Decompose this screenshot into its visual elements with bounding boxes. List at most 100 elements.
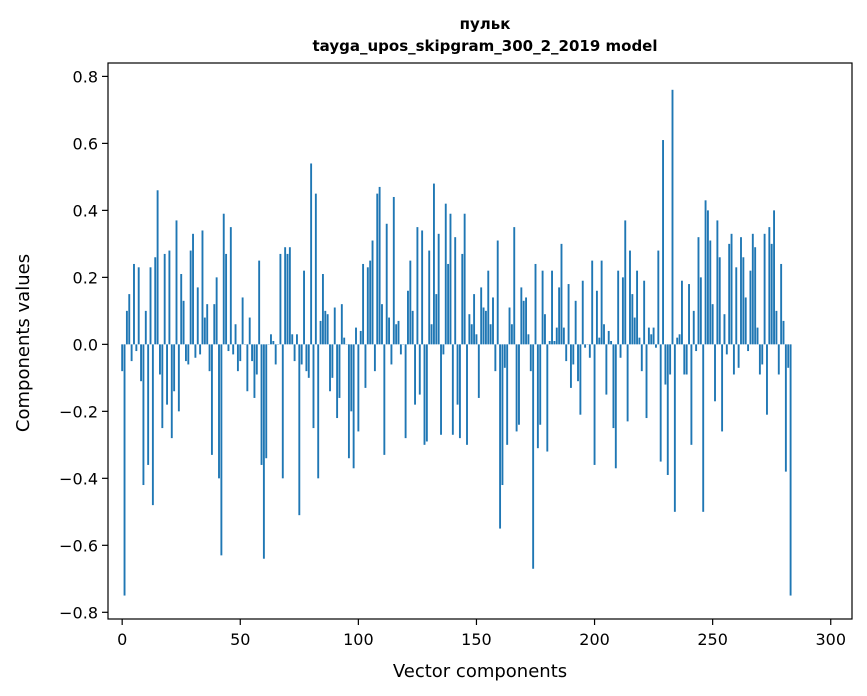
bar <box>373 344 376 372</box>
bar <box>435 294 438 345</box>
bar <box>492 297 494 345</box>
bar <box>782 320 785 345</box>
bar <box>437 233 440 345</box>
bar <box>192 233 194 345</box>
bar <box>645 344 648 419</box>
bar <box>414 344 416 405</box>
bar <box>756 327 759 345</box>
bar <box>324 310 327 345</box>
bar <box>163 253 166 345</box>
bar <box>692 310 695 345</box>
bar <box>470 324 473 345</box>
bar <box>468 314 471 345</box>
bar <box>449 213 452 345</box>
x-axis-label: Vector components <box>393 661 567 682</box>
bar <box>475 334 478 345</box>
bar <box>168 250 171 345</box>
bar <box>640 344 643 372</box>
bar <box>185 344 187 362</box>
bar <box>725 344 728 355</box>
bar <box>203 317 206 345</box>
bar <box>626 344 629 422</box>
bar <box>766 344 768 415</box>
bar <box>591 260 594 345</box>
bar <box>777 344 780 375</box>
bar <box>425 344 428 442</box>
bar <box>364 344 367 388</box>
bar <box>196 287 199 345</box>
bar <box>262 344 265 559</box>
bar <box>340 304 343 345</box>
bar <box>697 237 700 345</box>
bar <box>629 250 631 345</box>
bar <box>647 327 650 345</box>
bar <box>371 240 374 345</box>
bar <box>357 344 360 432</box>
bar <box>518 344 520 425</box>
bar <box>274 344 277 365</box>
bar <box>444 203 447 345</box>
bar <box>638 337 641 345</box>
bar <box>296 334 298 345</box>
bar <box>355 327 357 345</box>
bar <box>352 344 355 469</box>
bar <box>194 344 197 358</box>
bar <box>718 257 721 345</box>
bar <box>199 344 202 355</box>
bar <box>440 344 442 435</box>
bar <box>662 140 664 345</box>
y-tick-label: −0.6 <box>59 536 98 555</box>
bar <box>624 220 627 345</box>
y-axis-label: Components values <box>13 254 34 432</box>
bar <box>321 274 324 345</box>
bar <box>681 280 683 345</box>
bar <box>527 334 530 345</box>
bar <box>144 310 147 345</box>
bar <box>416 227 419 345</box>
bar <box>397 320 400 345</box>
bar <box>135 344 138 352</box>
bar <box>784 344 787 472</box>
bar <box>447 263 450 345</box>
bar <box>428 250 431 345</box>
bar <box>350 344 353 412</box>
bar <box>610 341 613 345</box>
bar <box>343 337 346 345</box>
bar <box>369 260 372 345</box>
bar <box>728 243 731 345</box>
y-tick-label: 0.2 <box>73 268 98 287</box>
bar <box>362 263 365 345</box>
bar <box>159 344 161 375</box>
bar <box>142 344 145 486</box>
bar <box>376 193 379 345</box>
bar <box>234 324 237 345</box>
bar <box>399 344 402 355</box>
bar <box>513 227 516 345</box>
bar <box>579 344 582 415</box>
plot-frame <box>107 62 853 620</box>
bar <box>598 337 601 345</box>
bar <box>314 193 317 345</box>
chart-title: пульк <box>460 15 511 33</box>
bar <box>702 344 705 512</box>
bar <box>761 344 764 365</box>
bar <box>600 260 603 345</box>
bar <box>161 344 164 429</box>
bar <box>695 344 698 352</box>
bar <box>529 344 532 372</box>
bar <box>458 344 461 439</box>
bar <box>213 304 216 345</box>
bar <box>506 344 509 445</box>
bar <box>636 270 639 345</box>
bar <box>699 277 702 345</box>
bar <box>558 287 561 345</box>
bar <box>229 227 232 345</box>
bar <box>385 223 388 345</box>
y-tick-label: −0.4 <box>59 469 98 488</box>
bar <box>333 307 336 345</box>
bar <box>532 344 535 569</box>
bar <box>487 270 490 345</box>
bar <box>137 267 140 345</box>
bar <box>331 344 334 378</box>
